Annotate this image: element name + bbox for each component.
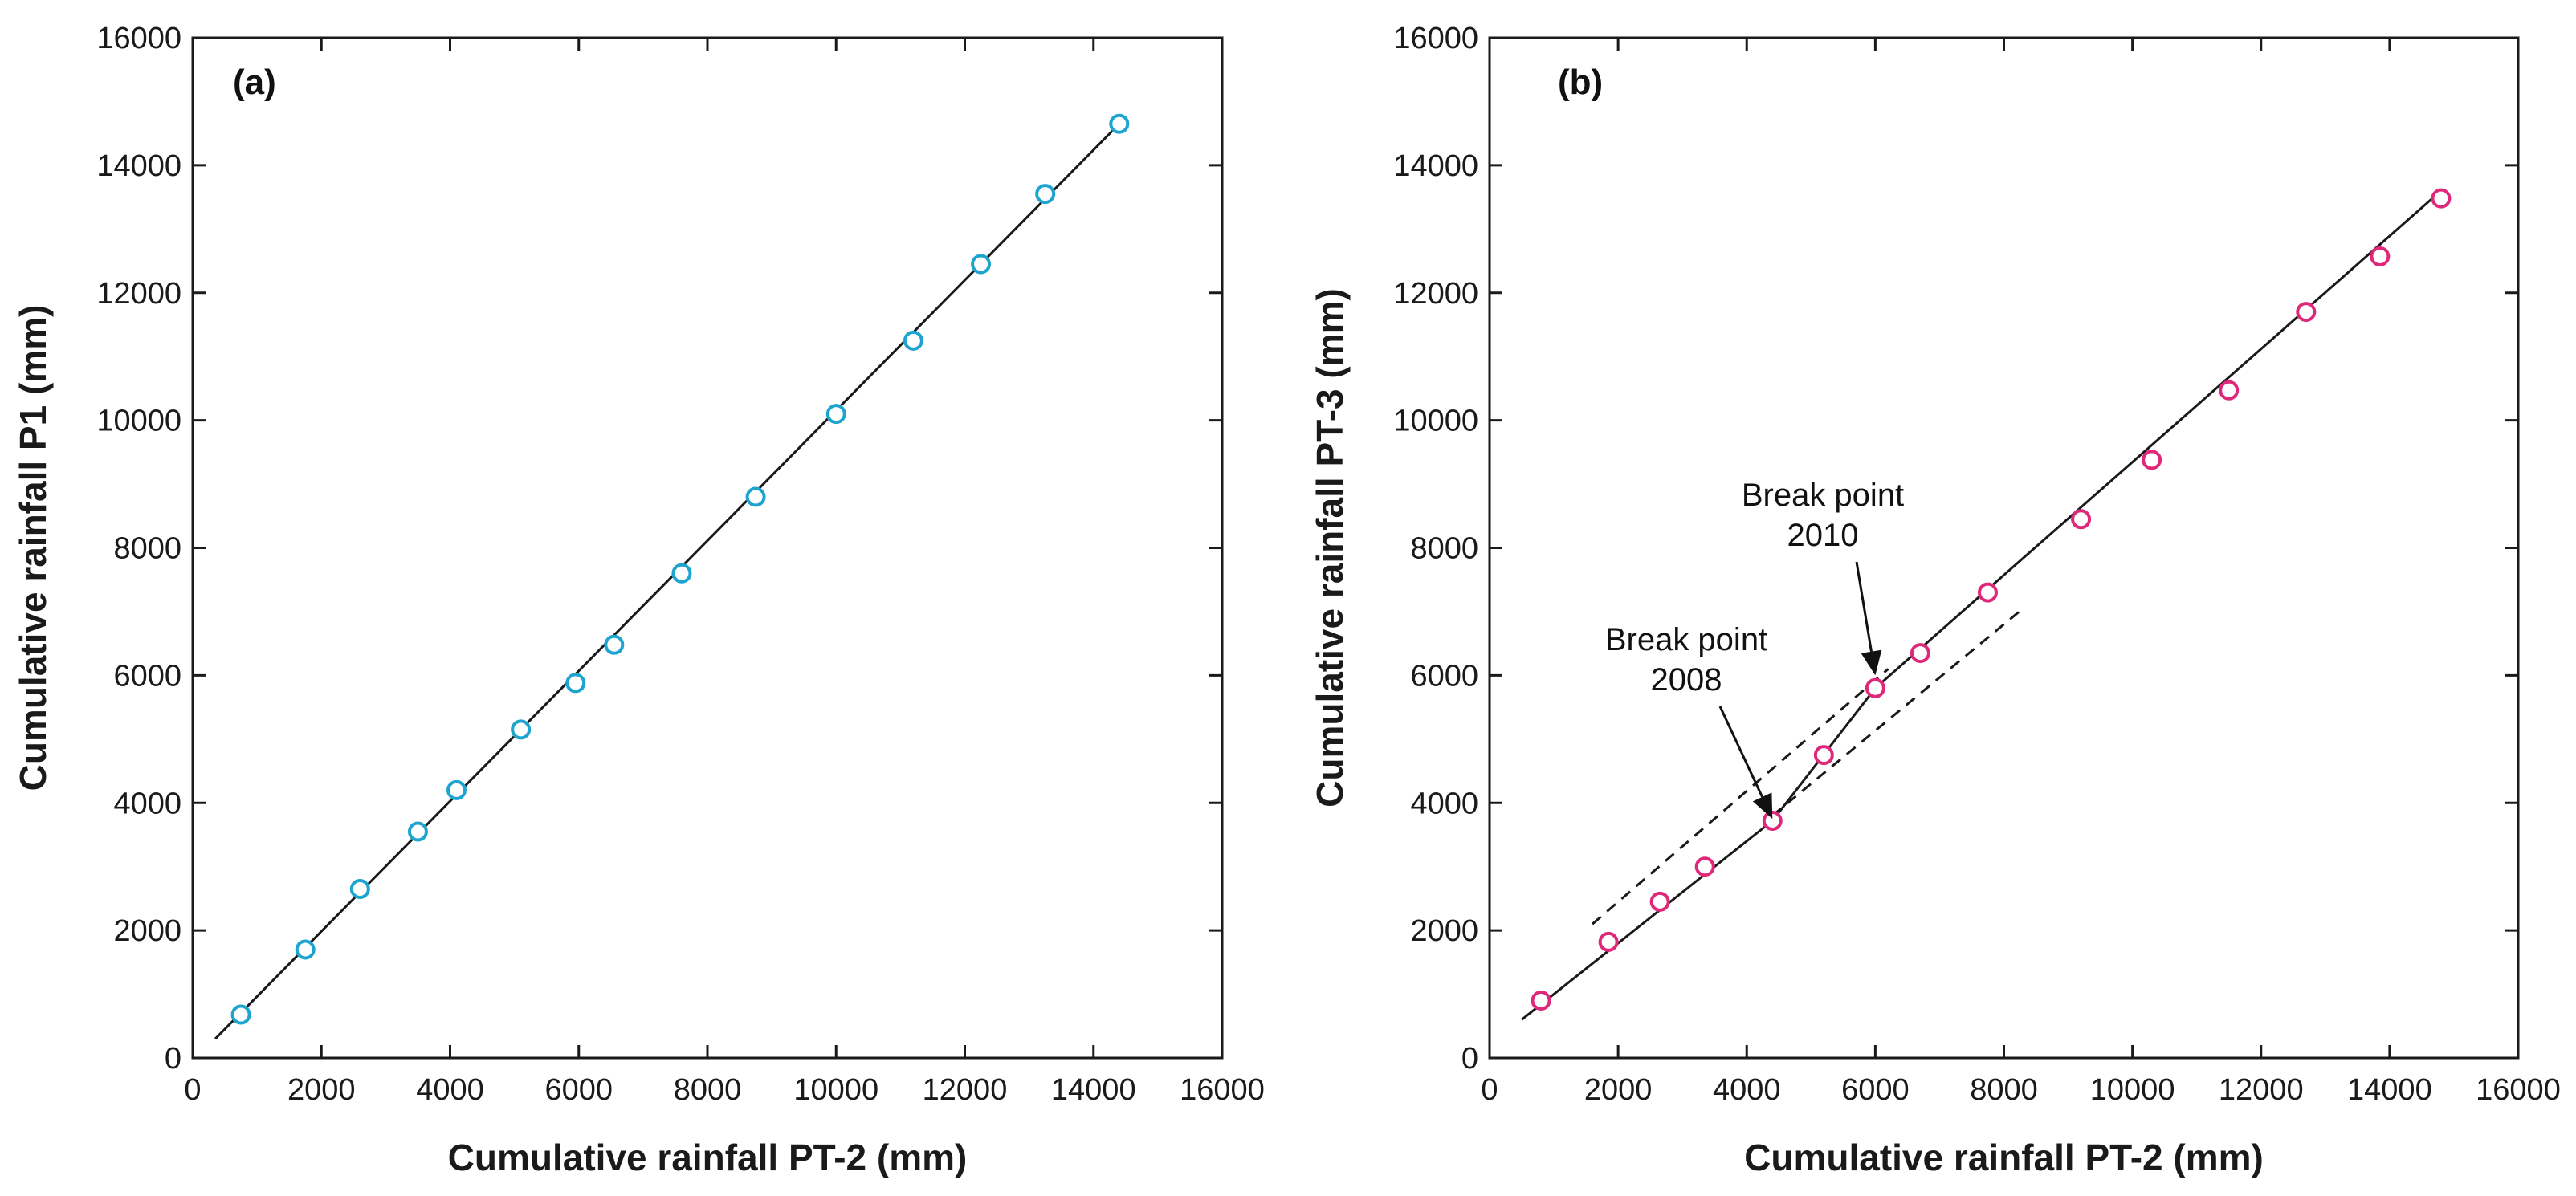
- y-tick-label: 16000: [96, 22, 181, 55]
- x-tick-label: 6000: [1841, 1073, 1910, 1107]
- x-axis-title: Cumulative rainfall PT-2 (mm): [448, 1137, 968, 1178]
- data-point: [2431, 188, 2452, 209]
- data-point: [1598, 931, 1619, 952]
- data-point: [1865, 677, 1885, 698]
- annotation-arrow-head: [1861, 649, 1882, 676]
- data-point: [230, 1004, 251, 1025]
- panel-label: (b): [1558, 63, 1603, 102]
- data-point: [604, 634, 625, 655]
- y-tick-label: 6000: [1410, 659, 1478, 693]
- x-tick-label: 16000: [2476, 1073, 2561, 1107]
- data-point: [295, 939, 316, 960]
- annotation-arrow-head: [1752, 792, 1773, 820]
- data-point: [407, 821, 428, 842]
- x-tick-label: 10000: [2090, 1073, 2175, 1107]
- data-point: [565, 673, 586, 694]
- data-point: [2219, 380, 2240, 401]
- break-point-annotation: Break point: [1742, 478, 1904, 513]
- y-tick-label: 2000: [1410, 914, 1478, 948]
- data-point: [446, 779, 467, 800]
- x-tick-label: 8000: [1970, 1073, 2038, 1107]
- fit-line: [1874, 189, 2442, 690]
- dashed-trend-line: [1771, 607, 2024, 817]
- data-point: [1531, 991, 1551, 1011]
- y-axis-title: Cumulative rainfall PT-3 (mm): [1309, 288, 1351, 808]
- x-axis-title: Cumulative rainfall PT-2 (mm): [1744, 1137, 2264, 1178]
- data-point: [2296, 302, 2317, 323]
- x-tick-label: 12000: [2219, 1073, 2304, 1107]
- data-point: [2370, 246, 2391, 266]
- data-point: [903, 330, 923, 351]
- x-tick-label: 0: [184, 1073, 201, 1107]
- y-tick-label: 10000: [1393, 405, 1478, 438]
- data-point: [971, 254, 992, 275]
- x-tick-label: 14000: [1051, 1073, 1136, 1107]
- data-point: [2142, 450, 2162, 470]
- data-point: [1813, 745, 1834, 766]
- y-tick-label: 8000: [113, 532, 181, 566]
- data-point: [511, 719, 532, 740]
- break-point-annotation: 2010: [1787, 518, 1859, 553]
- x-tick-label: 4000: [1713, 1073, 1781, 1107]
- y-tick-label: 12000: [1393, 277, 1478, 311]
- y-tick-label: 0: [1461, 1042, 1478, 1076]
- data-point: [745, 486, 766, 507]
- data-point: [1694, 856, 1715, 877]
- y-tick-label: 16000: [1393, 22, 1478, 55]
- x-tick-label: 10000: [793, 1073, 878, 1107]
- data-point: [1649, 891, 1670, 912]
- data-point: [825, 404, 846, 425]
- data-point: [671, 563, 692, 584]
- x-tick-label: 14000: [2347, 1073, 2432, 1107]
- x-tick-label: 4000: [416, 1073, 484, 1107]
- x-tick-label: 12000: [923, 1073, 1008, 1107]
- x-tick-label: 6000: [544, 1073, 613, 1107]
- x-tick-label: 8000: [674, 1073, 742, 1107]
- y-tick-label: 4000: [1410, 787, 1478, 820]
- x-tick-label: 2000: [287, 1073, 356, 1107]
- dashed-trend-line: [1592, 668, 1889, 925]
- y-tick-label: 14000: [96, 149, 181, 183]
- y-tick-label: 14000: [1393, 149, 1478, 183]
- chart-panel-a: 0 2000 4000 6000 8000 10000 12000 14000 16000 0 20…: [12, 22, 1265, 1178]
- data-point: [1109, 113, 1130, 134]
- x-tick-label: 2000: [1584, 1073, 1653, 1107]
- y-tick-label: 4000: [113, 787, 181, 820]
- y-tick-label: 8000: [1410, 532, 1478, 566]
- x-tick-label: 16000: [1180, 1073, 1265, 1107]
- data-point: [349, 878, 370, 899]
- y-tick-label: 12000: [96, 277, 181, 311]
- break-point-annotation: Break point: [1605, 622, 1767, 657]
- panel-label: (a): [233, 63, 276, 102]
- data-point: [2071, 509, 2092, 530]
- fit-line: [1521, 820, 1774, 1021]
- data-point: [1762, 810, 1783, 831]
- y-tick-label: 10000: [96, 405, 181, 438]
- chart-panel-b: 0 2000 4000 6000 8000 10000 12000 14000 16000 0 20…: [1309, 22, 2561, 1178]
- data-point: [1035, 184, 1056, 205]
- data-point: [1977, 582, 1998, 603]
- x-tick-label: 0: [1481, 1073, 1498, 1107]
- y-tick-label: 6000: [113, 659, 181, 693]
- break-point-annotation: 2008: [1651, 662, 1722, 698]
- y-axis-title: Cumulative rainfall P1 (mm): [12, 305, 54, 791]
- y-tick-label: 0: [165, 1042, 181, 1076]
- annotation-arrow-shaft: [1855, 561, 1873, 653]
- data-point: [1910, 643, 1930, 664]
- y-tick-label: 2000: [113, 914, 181, 948]
- annotation-arrow-shaft: [1718, 706, 1763, 798]
